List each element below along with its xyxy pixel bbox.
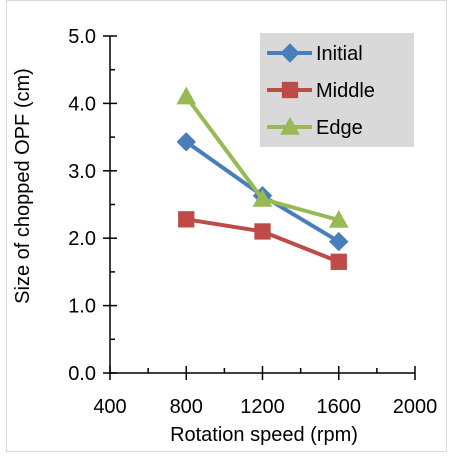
axes: 0.0 1.0 2.0 3.0 4.0 5.0 400 800 1200 1600 2000 [68,26,437,418]
series-middle [178,211,347,270]
data-point [252,189,273,207]
line-chart: 0.0 1.0 2.0 3.0 4.0 5.0 400 800 1200 1600 2000 Ini… [12,26,437,446]
y-tick-label: 5.0 [68,26,96,48]
legend-label: Initial [316,43,363,65]
chart-frame: 0.0 1.0 2.0 3.0 4.0 5.0 400 800 1200 1600 2000 Ini… [6,0,447,452]
legend-label: Middle [316,80,375,102]
legend-item-middle: Middle [267,80,375,102]
x-tick-label: 1200 [240,396,285,418]
legend-item-initial: Initial [267,43,363,65]
y-tick-label: 0.0 [68,363,96,385]
x-tick-label: 400 [93,396,126,418]
series-edge [176,86,349,228]
series-layer [176,86,349,270]
data-point [176,86,197,105]
legend-item-edge: Edge [267,116,363,139]
data-point [254,223,271,240]
data-point [328,209,349,228]
y-tick-label: 1.0 [68,296,96,318]
data-point [176,132,196,152]
data-point [330,253,347,270]
y-tick-label: 2.0 [68,228,96,250]
x-axis-title: Rotation speed (rpm) [170,424,358,446]
data-point [178,211,195,228]
x-tick-label: 800 [170,396,203,418]
y-tick-label: 3.0 [68,161,96,183]
legend: Initial Middle Edge [260,33,414,147]
x-tick-label: 1600 [317,396,362,418]
legend-label: Edge [316,117,363,139]
x-tick-label: 2000 [393,396,438,418]
legend-marker [280,43,300,63]
legend-marker [281,81,299,99]
data-point [329,231,349,252]
y-axis-title: Size of chopped OPF (cm) [12,68,34,304]
legend-marker [280,116,300,135]
y-tick-label: 4.0 [68,93,96,115]
